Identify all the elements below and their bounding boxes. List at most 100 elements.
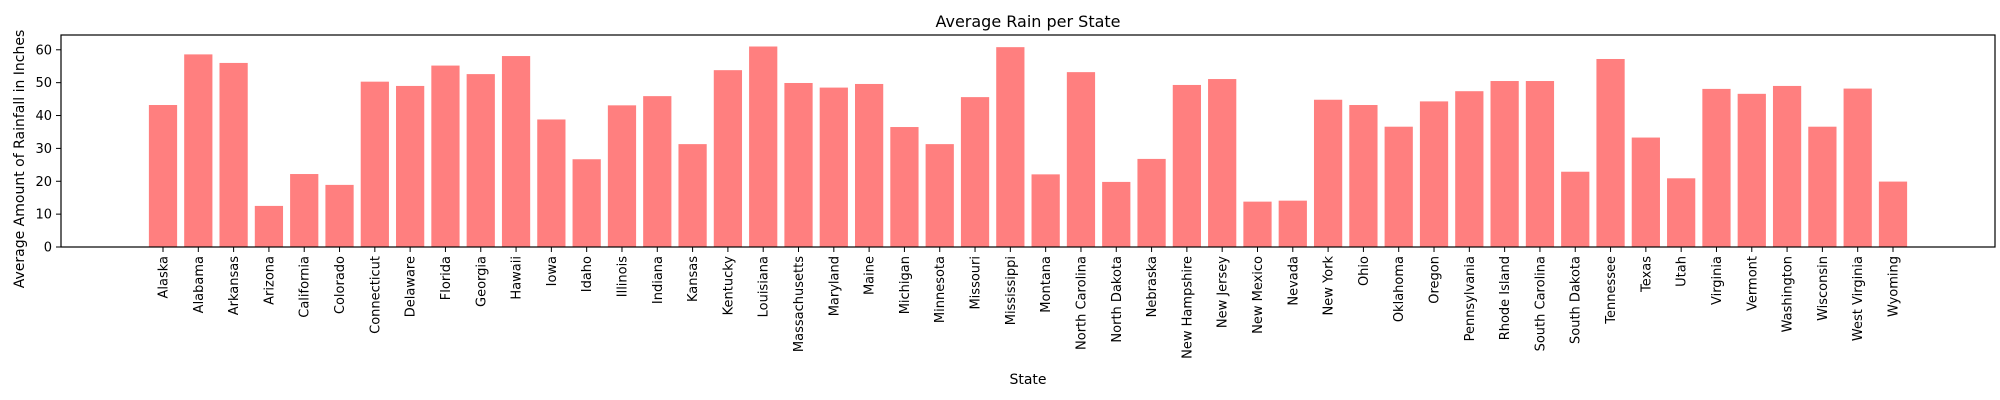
x-tick-label: New Mexico: [1251, 256, 1266, 334]
x-tick-label: North Carolina: [1074, 256, 1089, 350]
bar-washington: [1772, 85, 1802, 247]
y-axis-label: Average Amount of Rainfall in Inches: [12, 30, 28, 289]
bar-new-jersey: [1208, 79, 1237, 247]
y-tick-label: 10: [35, 208, 52, 223]
plot-frame: [60, 34, 1996, 248]
bar-west-virginia: [1843, 88, 1872, 247]
x-tick-label: Texas: [1639, 256, 1654, 293]
y-tick-label: 50: [35, 76, 52, 91]
x-tick-label: West Virginia: [1851, 256, 1866, 341]
x-tick-label: South Dakota: [1569, 256, 1584, 344]
y-ticks-group: 0 10 20 30 40 50 60: [35, 43, 61, 256]
bars-group: [148, 46, 1908, 248]
chart-title: Average Rain per State: [935, 12, 1120, 31]
bar-vermont: [1737, 93, 1766, 247]
x-tick-label: Kentucky: [721, 256, 736, 316]
x-tick-label: Minnesota: [933, 256, 948, 323]
bar-rhode-island: [1490, 81, 1519, 248]
bar-wyoming: [1878, 181, 1908, 247]
bar-new-hampshire: [1172, 84, 1201, 248]
x-tick-label: Maine: [863, 256, 878, 295]
x-tick-label: Maryland: [827, 256, 842, 316]
x-tick-label: Nebraska: [1145, 256, 1160, 317]
bar-ohio: [1349, 105, 1378, 247]
bar-idaho: [572, 159, 601, 247]
bar-virginia: [1702, 88, 1731, 248]
x-tick-label: Tennessee: [1604, 256, 1619, 325]
bar-mississippi: [996, 47, 1025, 247]
bar-illinois: [607, 105, 637, 247]
x-tick-label: Michigan: [898, 256, 913, 314]
x-tick-label: New York: [1322, 256, 1337, 316]
x-tick-label: Wyoming: [1887, 256, 1902, 317]
bar-indiana: [643, 96, 672, 247]
bar-pennsylvania: [1455, 91, 1484, 247]
bar-nebraska: [1137, 158, 1166, 247]
y-tick-label: 20: [35, 175, 52, 190]
bar-maine: [855, 83, 884, 247]
bar-new-mexico: [1243, 201, 1272, 247]
x-tick-label: Wisconsin: [1816, 256, 1831, 321]
x-tick-label: Delaware: [404, 256, 419, 317]
x-tick-label: Arizona: [262, 256, 277, 305]
x-tick-label: Oklahoma: [1392, 256, 1407, 322]
bar-minnesota: [925, 144, 954, 247]
bar-louisiana: [749, 46, 778, 247]
x-tick-label: Montana: [1039, 256, 1054, 313]
bar-montana: [1031, 174, 1060, 247]
x-tick-label: Ohio: [1357, 256, 1372, 286]
bar-alabama: [184, 54, 213, 247]
bar-massachusetts: [784, 82, 813, 248]
x-tick-label: Washington: [1781, 256, 1796, 332]
x-tick-label: Connecticut: [368, 256, 383, 334]
x-tick-label: Mississippi: [1004, 256, 1019, 325]
bar-tennessee: [1596, 58, 1625, 247]
x-tick-label: Louisiana: [757, 256, 772, 317]
x-tick-label: Indiana: [651, 256, 666, 304]
bar-oklahoma: [1384, 126, 1413, 247]
x-tick-label: Massachusetts: [792, 256, 807, 352]
x-axis-label: State: [1009, 372, 1046, 388]
x-tick-label: Alabama: [192, 256, 207, 313]
x-tick-label: Utah: [1675, 256, 1690, 287]
x-tick-label: Missouri: [969, 256, 984, 310]
bar-michigan: [890, 127, 919, 247]
x-tick-label: Oregon: [1428, 256, 1443, 304]
bar-california: [290, 174, 319, 247]
bar-kansas: [678, 144, 707, 247]
bar-iowa: [537, 119, 566, 247]
x-tick-label: North Dakota: [1110, 256, 1125, 343]
bar-kentucky: [713, 70, 743, 247]
bar-south-carolina: [1525, 81, 1555, 248]
bar-georgia: [466, 74, 495, 247]
bar-florida: [431, 65, 460, 247]
x-tick-label: Vermont: [1745, 256, 1760, 311]
bar-north-carolina: [1066, 72, 1096, 247]
bar-new-york: [1313, 99, 1343, 247]
bar-arizona: [254, 205, 284, 247]
bar-connecticut: [360, 81, 389, 247]
bar-wisconsin: [1808, 126, 1837, 247]
x-tick-label: Georgia: [474, 256, 489, 307]
x-tick-label: Hawaii: [510, 256, 525, 300]
x-tick-label: Kansas: [686, 256, 701, 302]
x-tick-label: California: [298, 256, 313, 318]
x-tick-label: Nevada: [1286, 256, 1301, 306]
bar-arkansas: [219, 62, 248, 247]
x-ticks-group: Alaska Alabama Arkansas Arizona California Co…: [157, 247, 1902, 359]
bar-maryland: [819, 87, 848, 247]
x-tick-label: Pennsylvania: [1463, 256, 1478, 341]
x-tick-label: Iowa: [545, 256, 560, 286]
bar-colorado: [325, 184, 354, 247]
bar-utah: [1667, 178, 1696, 247]
bar-alaska: [148, 105, 178, 247]
x-tick-label: Idaho: [580, 256, 595, 292]
x-tick-label: South Carolina: [1533, 256, 1548, 351]
x-tick-label: Colorado: [333, 256, 348, 314]
x-tick-label: Alaska: [157, 256, 172, 299]
bar-oregon: [1419, 101, 1449, 247]
x-tick-label: Florida: [439, 256, 454, 300]
x-tick-label: Rhode Island: [1498, 256, 1513, 340]
